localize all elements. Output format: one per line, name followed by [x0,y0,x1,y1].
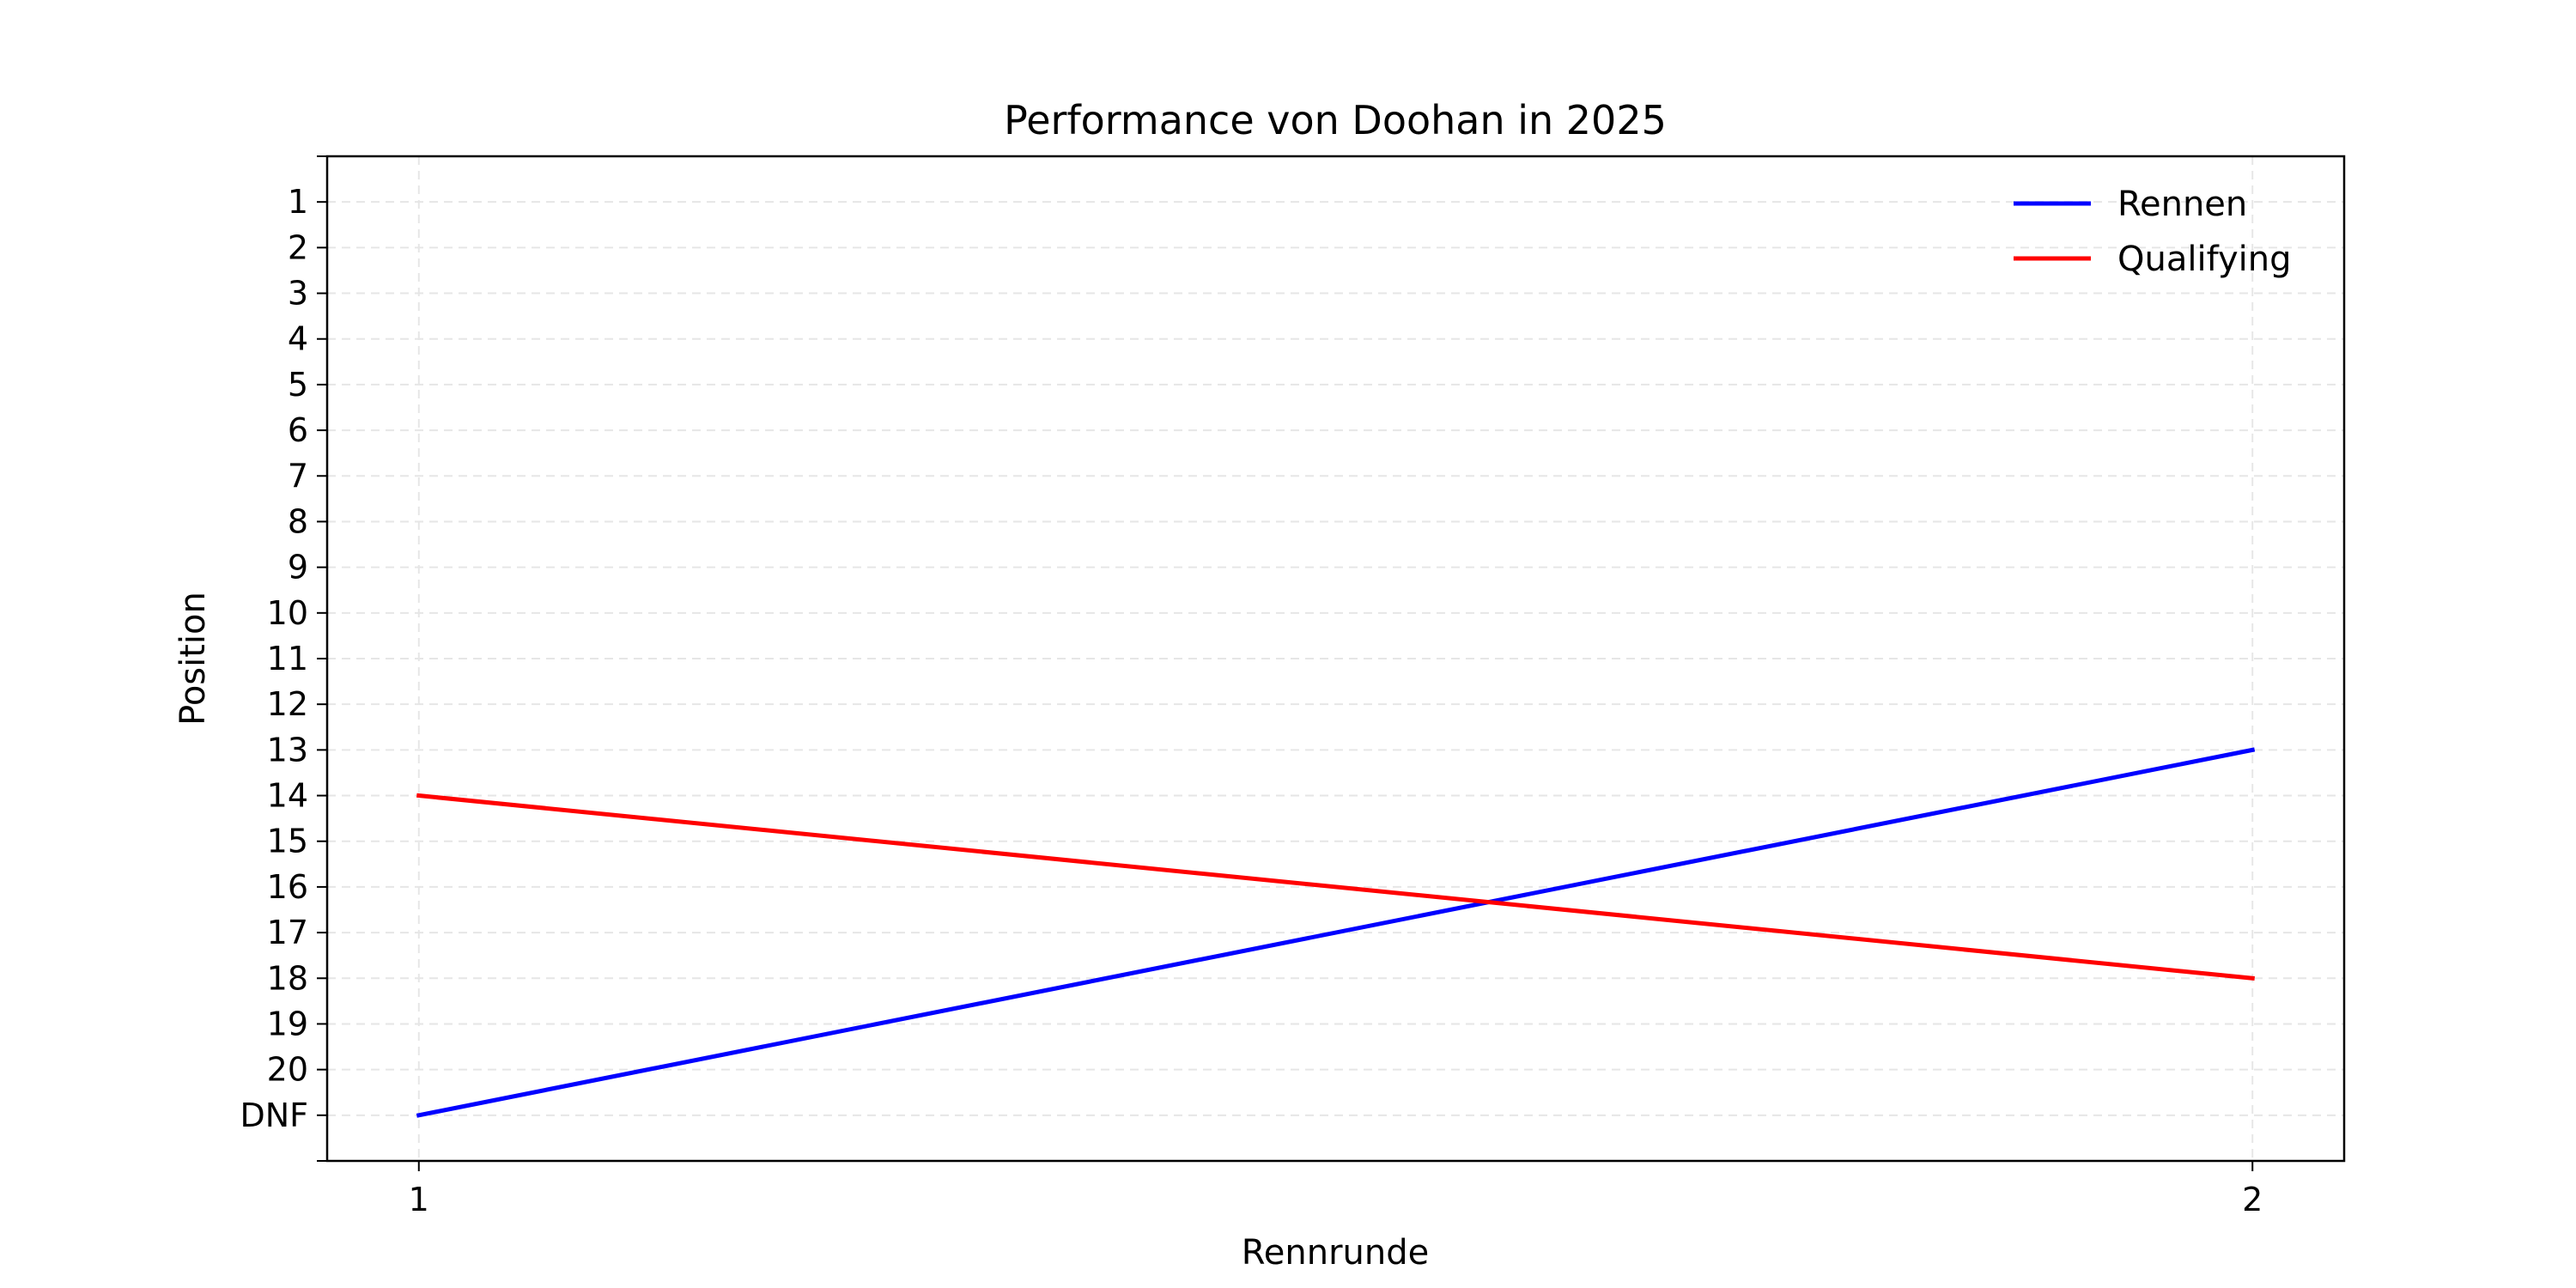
y-tick-label: 18 [267,959,308,997]
legend-label: Qualifying [2117,240,2291,279]
y-tick-label: 9 [288,549,308,586]
y-tick-label: 20 [267,1051,308,1089]
x-tick-label: 2 [2242,1181,2263,1218]
y-tick-label: 2 [288,228,308,266]
y-tick-label: DNF [240,1097,308,1134]
y-tick-label: 14 [267,777,308,815]
y-tick-label: 1 [288,183,308,221]
y-tick-label: 12 [267,685,308,723]
y-tick-label: 3 [288,275,308,313]
y-tick-label: 11 [267,640,308,677]
y-tick-label: 16 [267,868,308,906]
y-axis-label: Position [173,592,213,726]
y-tick-label: 15 [267,823,308,860]
y-tick-label: 10 [267,594,308,632]
y-tick-label: 5 [288,366,308,404]
y-tick-label: 8 [288,502,308,540]
x-axis-label: Rennrunde [1242,1233,1429,1273]
y-tick-label: 7 [288,457,308,495]
y-tick-label: 13 [267,731,308,769]
y-tick-label: 17 [267,914,308,951]
series-line-qualifying [416,793,2255,981]
legend-label: Rennen [2117,185,2247,224]
series-layer [416,747,2256,1118]
y-tick-label: 19 [267,1005,308,1042]
series-line-rennen [416,747,2256,1118]
legend: Rennen Qualifying [2014,185,2291,279]
y-tick-label: 4 [288,320,308,358]
chart-title: Performance von Doohan in 2025 [1004,97,1667,143]
grid [327,156,2344,1161]
x-tick-label: 1 [409,1181,429,1218]
y-tick-label: 6 [288,411,308,449]
